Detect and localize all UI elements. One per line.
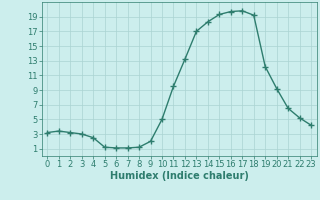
X-axis label: Humidex (Indice chaleur): Humidex (Indice chaleur) (110, 171, 249, 181)
